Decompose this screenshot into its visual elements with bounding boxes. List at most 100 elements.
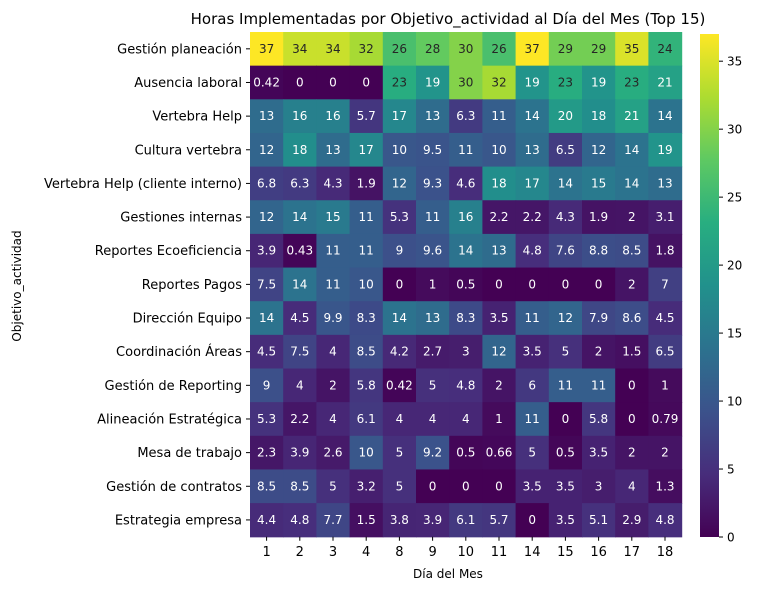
heatmap-cell	[349, 301, 384, 336]
cell-label: 9.6	[423, 244, 442, 258]
heatmap-cell	[582, 368, 616, 403]
heatmap-cell	[482, 301, 517, 336]
y-tick-label: Dirección Equipo	[133, 312, 242, 327]
cell-label: 14	[392, 311, 407, 325]
cell-label: 0.5	[456, 277, 475, 291]
y-tick-label: Gestión planeación	[117, 42, 242, 57]
heatmap-cell	[250, 65, 284, 100]
heatmap-cell	[648, 503, 683, 538]
cell-label: 23	[624, 75, 639, 89]
heatmap-cell	[382, 435, 417, 471]
cell-label: 10	[359, 277, 374, 291]
x-tick-label: 4	[362, 545, 370, 560]
colorbar-tick-label: 5	[727, 463, 735, 477]
heatmap-cell	[482, 132, 517, 168]
cell-label: 6.1	[357, 412, 376, 426]
heatmap-cell	[482, 368, 517, 403]
cell-label: 11	[525, 311, 540, 325]
cell-label: 19	[425, 75, 440, 89]
heatmap-cell	[250, 132, 284, 168]
heatmap-cell	[283, 132, 317, 168]
cell-label: 20	[558, 109, 573, 123]
heatmap-cell	[316, 99, 351, 134]
heatmap-cell	[349, 267, 384, 302]
heatmap-cell	[349, 99, 384, 134]
cell-label: 14	[624, 176, 639, 190]
heatmap-cell	[515, 503, 550, 538]
cell-label: 0	[329, 75, 337, 89]
heatmap-cell	[449, 402, 483, 437]
y-tick-label: Estrategia empresa	[115, 513, 242, 528]
cell-label: 13	[325, 143, 340, 157]
cell-label: 34	[292, 42, 307, 56]
cell-label: 11	[458, 143, 473, 157]
heatmap-cell	[582, 503, 616, 538]
heatmap-cell	[416, 469, 450, 504]
x-tick-label: 9	[428, 545, 436, 560]
cell-label: 5.8	[589, 412, 608, 426]
heatmap-cell	[648, 334, 683, 370]
cell-label: 11	[525, 412, 540, 426]
heatmap-cell	[316, 334, 351, 370]
heatmap-cell	[416, 200, 450, 235]
cell-label: 32	[491, 75, 506, 89]
colorbar-tick-label: 10	[727, 395, 742, 409]
cell-label: 5.7	[357, 109, 376, 123]
heatmap-cell	[482, 65, 517, 100]
heatmap-cell	[250, 233, 284, 269]
cell-label: 3.8	[390, 513, 409, 527]
cell-label: 6.5	[655, 345, 674, 359]
cell-label: 35	[624, 42, 639, 56]
cell-label: 18	[591, 109, 606, 123]
heatmap-cell	[416, 99, 450, 134]
heatmap-cell	[648, 99, 683, 134]
cell-label: 6.5	[556, 143, 575, 157]
y-tick-label: Alineación Estratégica	[97, 412, 242, 427]
cell-label: 13	[425, 109, 440, 123]
cell-label: 0	[562, 277, 570, 291]
cell-label: 16	[325, 109, 340, 123]
heatmap-cell	[515, 132, 550, 168]
heatmap-cell	[449, 334, 483, 370]
cell-label: 13	[491, 244, 506, 258]
heatmap-cell	[648, 32, 683, 67]
heatmap-cell	[482, 402, 517, 437]
cell-label: 9.9	[323, 311, 342, 325]
cell-label: 0	[362, 75, 370, 89]
cell-label: 2.2	[523, 210, 542, 224]
cell-label: 5.7	[489, 513, 508, 527]
heatmap-cell	[416, 435, 450, 471]
colorbar-ticks: 0 5 10 15 20 25 30 35	[719, 55, 742, 545]
cell-label: 5	[429, 378, 437, 392]
cell-label: 29	[558, 42, 573, 56]
x-tick-label: 1	[262, 545, 270, 560]
x-tick-labels: 1 2 3 4 8 9 10 11 14 15 16 17 18	[262, 536, 673, 560]
heatmap-cell	[316, 65, 351, 100]
cell-label: 14	[458, 244, 473, 258]
cell-label: 2	[495, 378, 503, 392]
heatmap-cell	[250, 469, 284, 504]
heatmap-cell	[416, 402, 450, 437]
heatmap-cell	[515, 402, 550, 437]
heatmap-cell	[250, 368, 284, 403]
cell-label: 4	[396, 412, 404, 426]
cell-label: 4.8	[523, 244, 542, 258]
cell-label: 7.6	[556, 244, 575, 258]
cell-label: 26	[491, 42, 506, 56]
colorbar-tick-label: 35	[727, 55, 742, 69]
heatmap-cell	[349, 200, 384, 235]
cell-label: 6.3	[290, 176, 309, 190]
heatmap-cell	[449, 469, 483, 504]
cell-label: 32	[359, 42, 374, 56]
cell-label: 21	[657, 75, 672, 89]
cell-label: 8.3	[357, 311, 376, 325]
cell-label: 0	[595, 277, 603, 291]
cell-label: 1.9	[589, 210, 608, 224]
heatmap-cell	[316, 233, 351, 269]
cell-label: 2	[595, 345, 603, 359]
cell-label: 8.5	[257, 479, 276, 493]
heatmap-cell	[615, 402, 649, 437]
cell-label: 9	[396, 244, 404, 258]
cell-label: 8.5	[357, 345, 376, 359]
